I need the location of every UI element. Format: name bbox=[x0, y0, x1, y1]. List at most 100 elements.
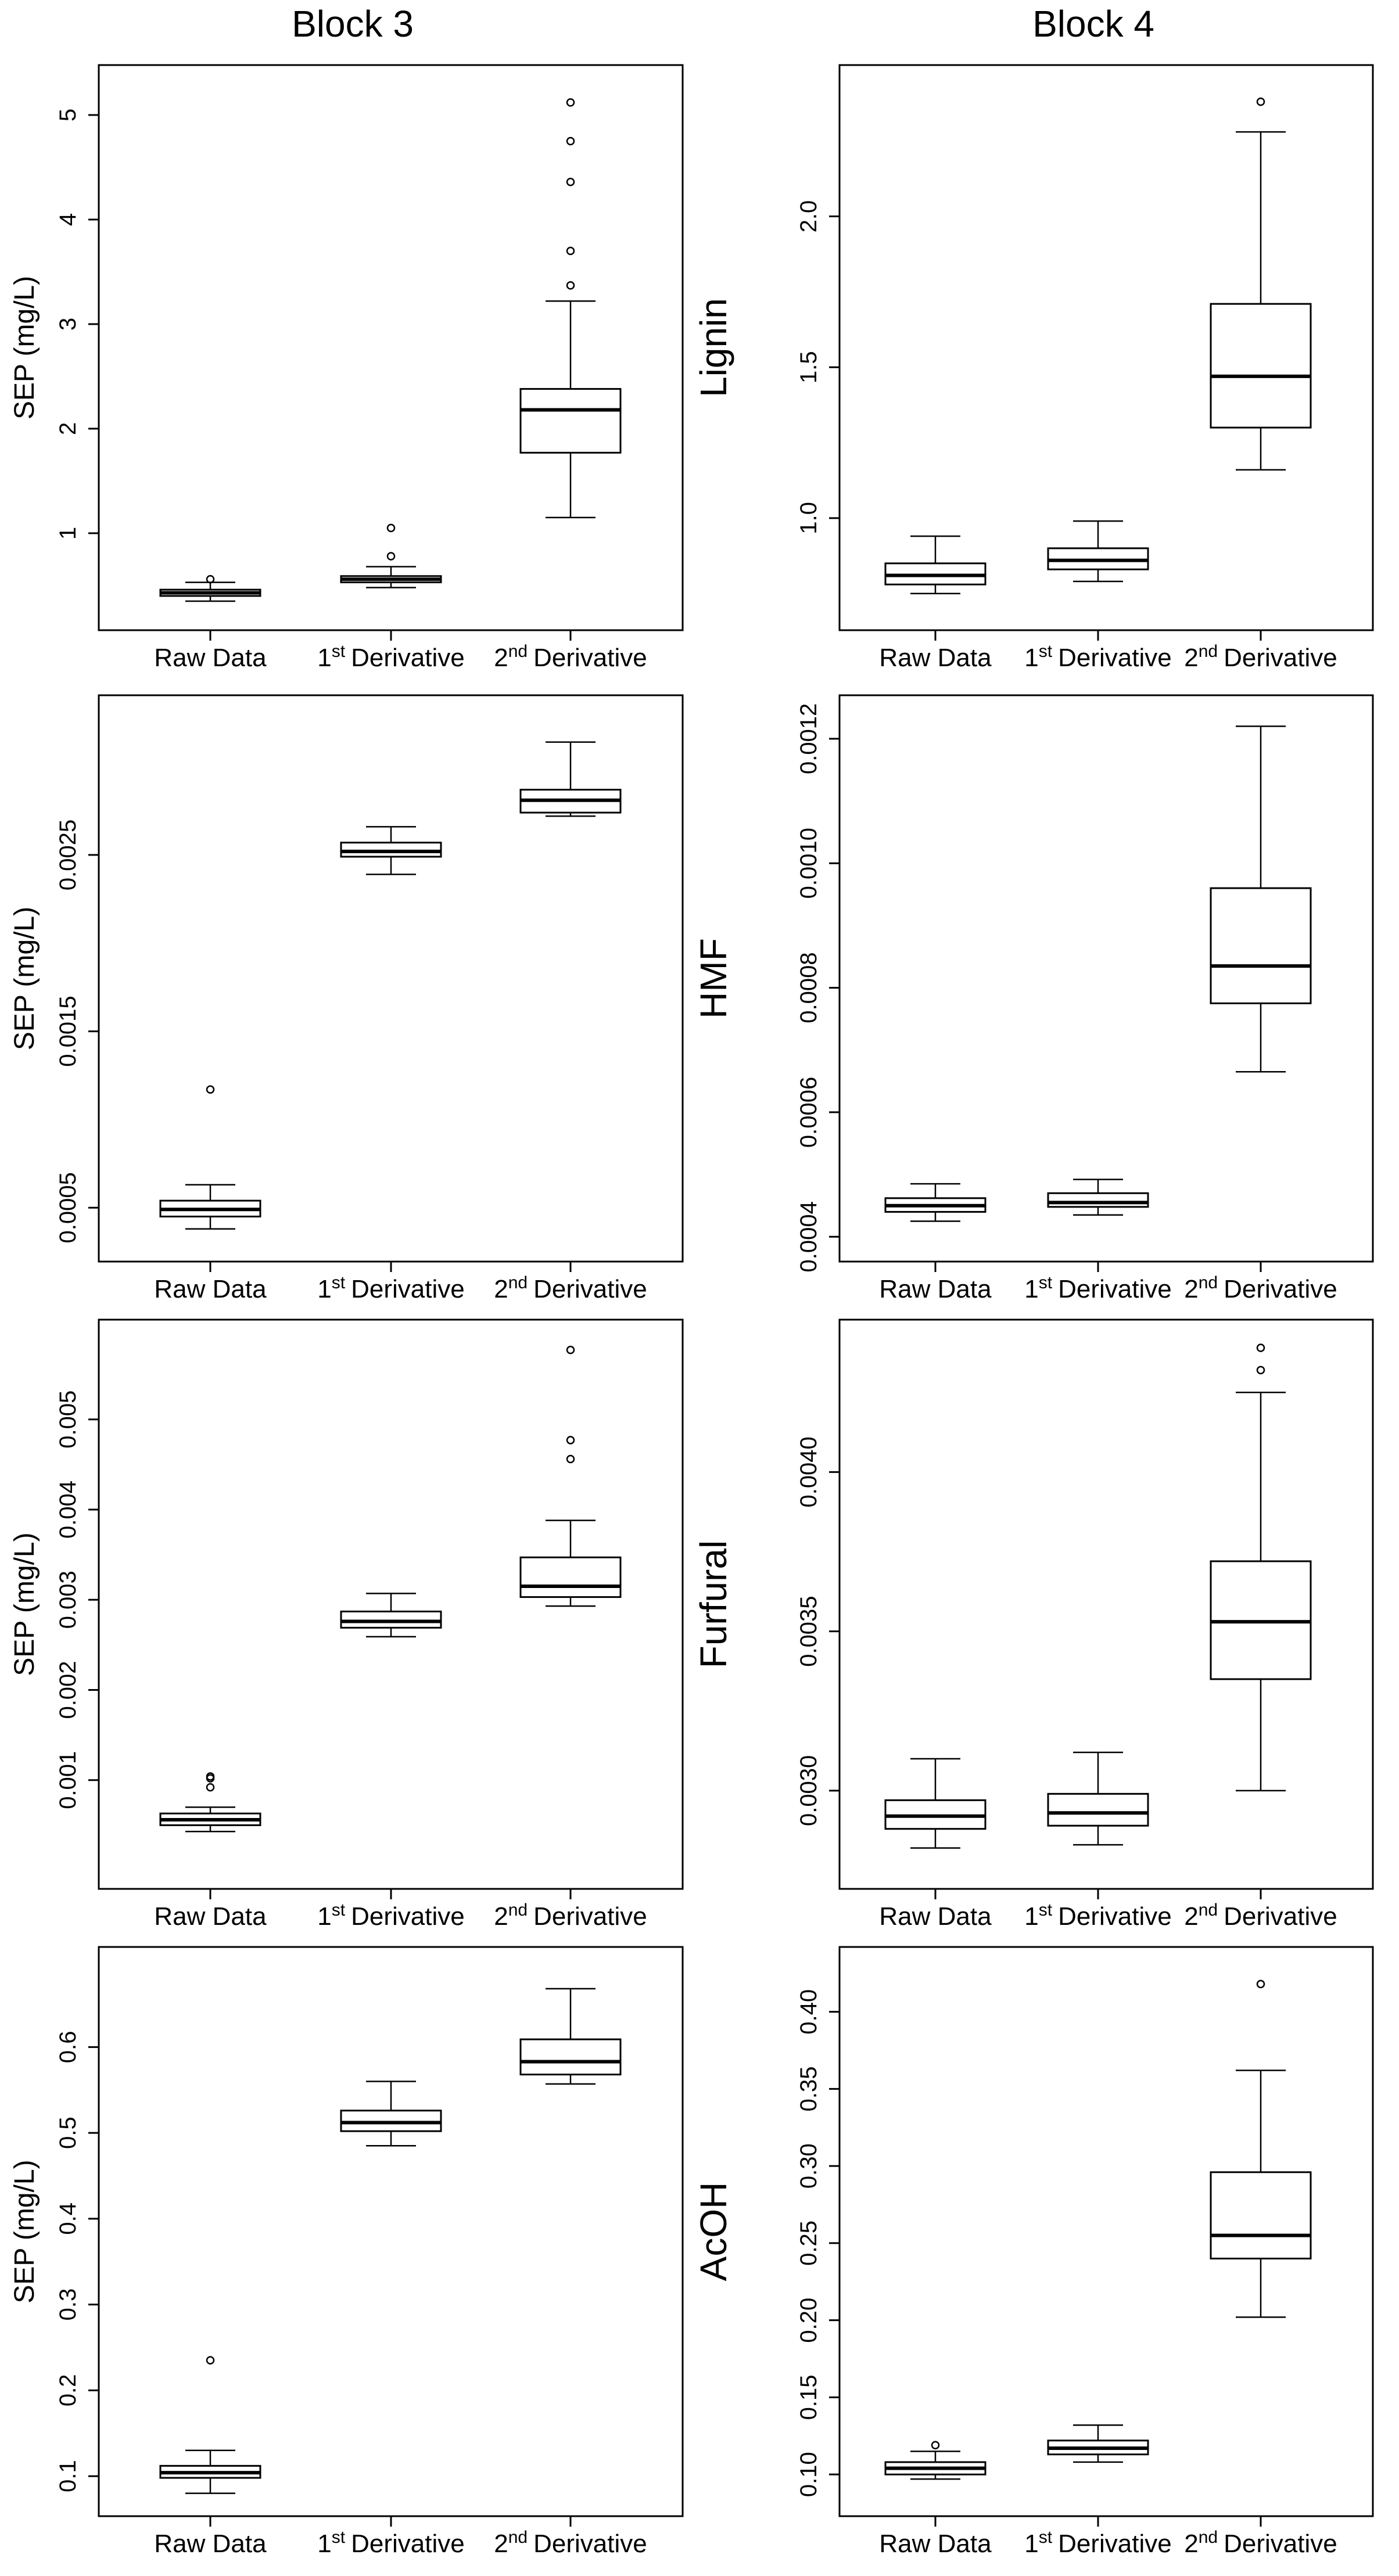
y-tick-label: 0.004 bbox=[55, 1481, 81, 1539]
row-label: AcOH bbox=[693, 2182, 734, 2282]
category-label-1: Raw Data bbox=[879, 1902, 992, 1931]
y-tick-label: 0.10 bbox=[796, 2452, 822, 2497]
box-3 bbox=[519, 1988, 622, 2085]
category-label-3: 2nd Derivative bbox=[494, 2528, 647, 2559]
box-2 bbox=[340, 523, 442, 588]
y-tick-label: 0.0040 bbox=[796, 1436, 822, 1507]
category-label-2: 1st Derivative bbox=[317, 642, 464, 673]
category-label-2: 1st Derivative bbox=[317, 2528, 464, 2559]
panel-5: 0.001 0.002 0.003 0.004 0.005 Raw Data 1st Deri… bbox=[9, 1318, 684, 1931]
y-tick-label: 0.001 bbox=[55, 1751, 81, 1809]
outlier-point bbox=[1256, 1343, 1265, 1352]
outlier-point bbox=[566, 98, 575, 107]
row-label: Furfural bbox=[693, 1540, 734, 1669]
iqr-box bbox=[1210, 2171, 1312, 2259]
iqr-box bbox=[340, 842, 442, 858]
y-tick-label: 1 bbox=[55, 527, 81, 540]
y-tick-label: 1.5 bbox=[796, 351, 822, 383]
box-2 bbox=[1047, 1179, 1149, 1216]
iqr-box bbox=[1047, 1192, 1149, 1208]
box-3 bbox=[1210, 1979, 1312, 2318]
block-3-title: Block 3 bbox=[292, 3, 414, 45]
box-2 bbox=[1047, 1751, 1149, 1846]
category-label-2: 1st Derivative bbox=[1024, 642, 1171, 673]
y-tick-label: 2.0 bbox=[796, 200, 822, 233]
outlier-point bbox=[1256, 1366, 1265, 1375]
y-tick-label: 0.2 bbox=[55, 2374, 81, 2407]
y-tick-label: 0.30 bbox=[796, 2143, 822, 2189]
iqr-box bbox=[1047, 1792, 1149, 1827]
category-label-3: 2nd Derivative bbox=[1184, 2528, 1337, 2559]
y-tick-label: 0.4 bbox=[55, 2203, 81, 2235]
iqr-box bbox=[1210, 887, 1312, 1004]
box-1 bbox=[159, 2356, 261, 2494]
box-2 bbox=[340, 826, 442, 875]
box-1 bbox=[159, 1085, 261, 1230]
outlier-point bbox=[566, 177, 575, 186]
iqr-box bbox=[340, 1610, 442, 1629]
plot-frame bbox=[838, 1946, 1374, 2517]
box-1 bbox=[884, 1183, 987, 1222]
y-tick-label: 0.35 bbox=[796, 2066, 822, 2111]
box-1 bbox=[884, 535, 987, 595]
plot-frame bbox=[838, 694, 1374, 1263]
box-2 bbox=[1047, 2424, 1149, 2463]
outlier-point bbox=[566, 246, 575, 256]
y-tick-label: 0.1 bbox=[55, 2460, 81, 2492]
y-tick-label: 0.002 bbox=[55, 1661, 81, 1719]
panel-1: 1 2 3 4 5 Raw Data 1st Derivative 2nd Derivative S… bbox=[9, 64, 684, 673]
plot-frame bbox=[98, 64, 684, 631]
y-axis-label: SEP (mg/L) bbox=[9, 1532, 40, 1676]
plot-frame bbox=[98, 1946, 684, 2517]
iqr-box bbox=[519, 388, 622, 454]
y-tick-label: 0.40 bbox=[796, 1989, 822, 2035]
category-label-3: 2nd Derivative bbox=[1184, 642, 1337, 673]
y-tick-label: 0.5 bbox=[55, 2117, 81, 2149]
y-tick-label: 2 bbox=[55, 422, 81, 435]
outlier-point bbox=[206, 1783, 215, 1792]
category-label-3: 2nd Derivative bbox=[494, 1900, 647, 1931]
y-tick-label: 0.25 bbox=[796, 2221, 822, 2266]
panel-6: 0.0030 0.0035 0.0040 Raw Data 1st Derivative 2… bbox=[693, 1318, 1374, 1931]
row-label: HMF bbox=[693, 938, 734, 1019]
y-tick-label: 0.0030 bbox=[796, 1755, 822, 1826]
outlier-point bbox=[566, 1436, 575, 1445]
outlier-point bbox=[206, 574, 215, 584]
box-3 bbox=[1210, 97, 1312, 471]
outlier-point bbox=[931, 2441, 940, 2449]
y-tick-label: 0.15 bbox=[796, 2374, 822, 2420]
row-label: Lignin bbox=[693, 298, 734, 397]
outlier-point bbox=[206, 1772, 215, 1781]
outlier-point bbox=[566, 281, 575, 290]
y-axis-label: SEP (mg/L) bbox=[9, 907, 40, 1050]
iqr-box bbox=[1210, 303, 1312, 429]
panel-2: 1.0 1.5 2.0 Raw Data 1st Derivative 2nd Derivat… bbox=[693, 64, 1374, 673]
y-tick-label: 3 bbox=[55, 318, 81, 330]
box-3 bbox=[519, 1345, 622, 1607]
panel-8: 0.10 0.15 0.20 0.25 0.30 0.35 0.40 Raw Data 1st D… bbox=[693, 1946, 1374, 2559]
category-label-1: Raw Data bbox=[154, 1275, 267, 1303]
y-tick-label: 1.0 bbox=[796, 502, 822, 534]
y-tick-label: 0.005 bbox=[55, 1391, 81, 1449]
y-tick-label: 0.6 bbox=[55, 2031, 81, 2064]
box-2 bbox=[340, 2081, 442, 2147]
box-2 bbox=[1047, 520, 1149, 583]
outlier-point bbox=[206, 1085, 215, 1094]
y-tick-label: 0.003 bbox=[55, 1571, 81, 1629]
panel-7: 0.1 0.2 0.3 0.4 0.5 0.6 Raw Data 1st Derivative 2… bbox=[9, 1946, 684, 2559]
category-label-3: 2nd Derivative bbox=[1184, 1900, 1337, 1931]
outlier-point bbox=[566, 136, 575, 146]
category-label-3: 2nd Derivative bbox=[494, 642, 647, 673]
y-axis-label: SEP (mg/L) bbox=[9, 276, 40, 419]
box-1 bbox=[884, 1758, 987, 1849]
y-tick-label: 0.20 bbox=[796, 2298, 822, 2343]
y-tick-label: 4 bbox=[55, 213, 81, 226]
iqr-box bbox=[519, 2038, 622, 2076]
box-3 bbox=[1210, 725, 1312, 1073]
plot-frame bbox=[98, 694, 684, 1263]
outlier-point bbox=[566, 1454, 575, 1464]
iqr-box bbox=[519, 1556, 622, 1598]
outlier-point bbox=[1256, 97, 1265, 106]
category-label-2: 1st Derivative bbox=[1024, 2528, 1171, 2559]
